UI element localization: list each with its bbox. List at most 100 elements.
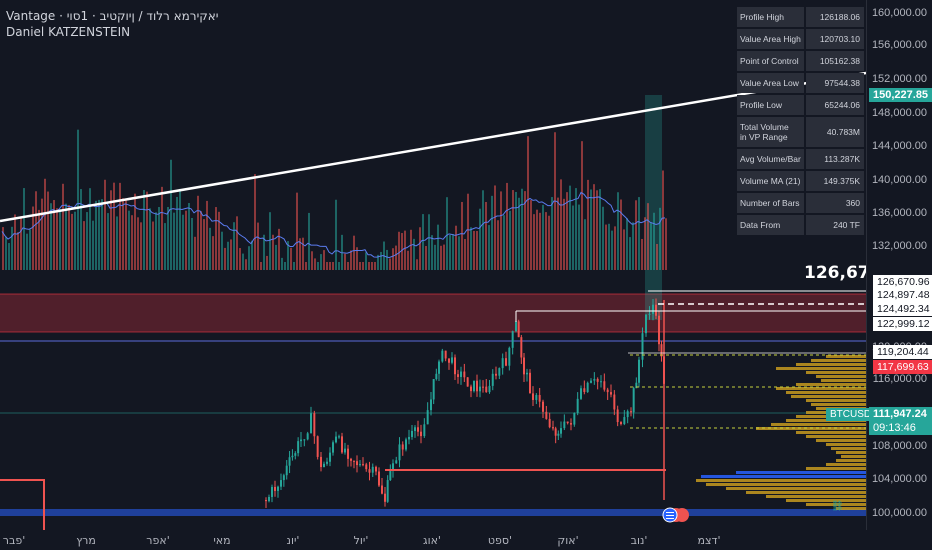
volume-bar <box>209 227 211 270</box>
volume-profile-bar <box>816 375 866 378</box>
candle-body <box>645 314 647 334</box>
volume-bar <box>617 192 619 270</box>
candle-body <box>586 382 589 392</box>
volume-bar <box>425 246 427 270</box>
candle-body <box>438 361 440 374</box>
volume-profile <box>696 355 866 510</box>
candle-body <box>548 418 551 428</box>
volume-bar <box>65 203 67 270</box>
time-tick: מאי <box>213 534 231 547</box>
volume-bar <box>194 236 196 270</box>
volume-bar <box>635 200 637 270</box>
candle-body <box>652 304 654 314</box>
volume-bar <box>590 189 592 270</box>
candle-body <box>347 448 349 459</box>
price-tick: 116,000.00 <box>872 373 927 385</box>
stats-label: Avg Volume/Bar <box>737 149 804 169</box>
candle-body <box>386 480 389 502</box>
time-tick: נוב' <box>630 534 648 547</box>
volume-bar <box>629 237 631 270</box>
volume-profile-bar <box>806 371 866 374</box>
volume-bar <box>182 214 184 270</box>
volume-bar <box>506 182 508 270</box>
volume-profile-bar <box>836 459 866 462</box>
volume-bar <box>536 209 538 270</box>
candle-body <box>371 466 374 473</box>
volume-profile-bar <box>771 423 866 426</box>
level-4-badge: 119,204.44 <box>873 345 932 359</box>
volume-bar <box>458 236 460 270</box>
candle-body <box>448 358 450 363</box>
volume-bar <box>20 216 22 270</box>
price-chart[interactable]: ⛓ <box>0 0 866 530</box>
volume-bar <box>44 178 46 270</box>
volume-profile-bar <box>796 383 866 386</box>
candle-body <box>277 486 279 491</box>
volume-bar <box>389 258 391 270</box>
candle-body <box>532 393 534 400</box>
volume-bar <box>572 205 574 270</box>
candle-body <box>294 453 297 456</box>
volume-bar <box>626 218 628 270</box>
stats-label: Profile Low <box>737 95 804 115</box>
candle-body <box>476 380 478 392</box>
candle-body <box>600 381 602 383</box>
volume-profile-bar <box>816 439 866 442</box>
candle-body <box>538 395 541 402</box>
trendline[interactable] <box>0 71 866 223</box>
candle-body <box>300 439 302 442</box>
candle-body <box>291 455 294 458</box>
volume-bar <box>305 262 307 270</box>
price-axis[interactable]: 160,000.00 156,000.00 152,000.00 148,000.00… <box>866 0 932 530</box>
volume-bar <box>611 230 613 270</box>
candle-body <box>523 357 525 375</box>
candle-body <box>268 496 270 502</box>
stats-value: 120703.10 <box>806 29 864 49</box>
last-price-badge: 111,947.24 <box>869 407 932 421</box>
candle-body <box>508 347 511 366</box>
volume-bar <box>533 214 535 270</box>
us-flag-icon[interactable] <box>662 507 689 523</box>
volume-bar <box>380 251 382 270</box>
volume-bar <box>449 234 451 270</box>
volume-bar <box>497 220 499 270</box>
candle-body <box>511 331 514 348</box>
volume-bar <box>164 223 166 270</box>
volume-bar <box>650 222 652 270</box>
candle-body <box>583 388 586 392</box>
candle-body <box>648 313 651 315</box>
volume-bar <box>479 208 481 270</box>
candle-body <box>297 441 300 454</box>
candle-body <box>638 359 640 383</box>
volume-bar <box>215 207 217 270</box>
volume-bar <box>260 262 262 270</box>
volume-profile-bar <box>701 475 866 478</box>
candle-body <box>341 436 343 453</box>
volume-bar <box>50 203 52 270</box>
price-tick: 108,000.00 <box>871 440 927 452</box>
time-tick: יול' <box>353 534 369 547</box>
volume-bar <box>644 217 646 270</box>
stats-row: Profile Low 65244.06 <box>737 95 864 115</box>
stats-value: 360 <box>806 193 864 213</box>
volume-bar <box>524 191 526 270</box>
volume-bar <box>56 208 58 270</box>
volume-bar <box>557 197 559 270</box>
volume-bar <box>542 204 544 270</box>
candle-body <box>451 357 453 363</box>
volume-profile-bar <box>726 487 866 490</box>
volume-bar <box>110 190 112 270</box>
candle-body <box>613 394 616 410</box>
volume-bar <box>476 231 478 270</box>
volume-bar <box>482 190 484 270</box>
volume-bar <box>203 219 205 270</box>
volume-bar <box>377 254 379 270</box>
volume-bar <box>620 199 622 270</box>
candle-body <box>350 458 352 461</box>
volume-profile-bar <box>836 507 866 510</box>
level-3-badge: 122,999.12 <box>873 317 932 331</box>
volume-bar <box>545 212 547 270</box>
volume-profile-bar <box>736 471 866 474</box>
level-2-badge: 124,492.34 <box>873 302 932 316</box>
